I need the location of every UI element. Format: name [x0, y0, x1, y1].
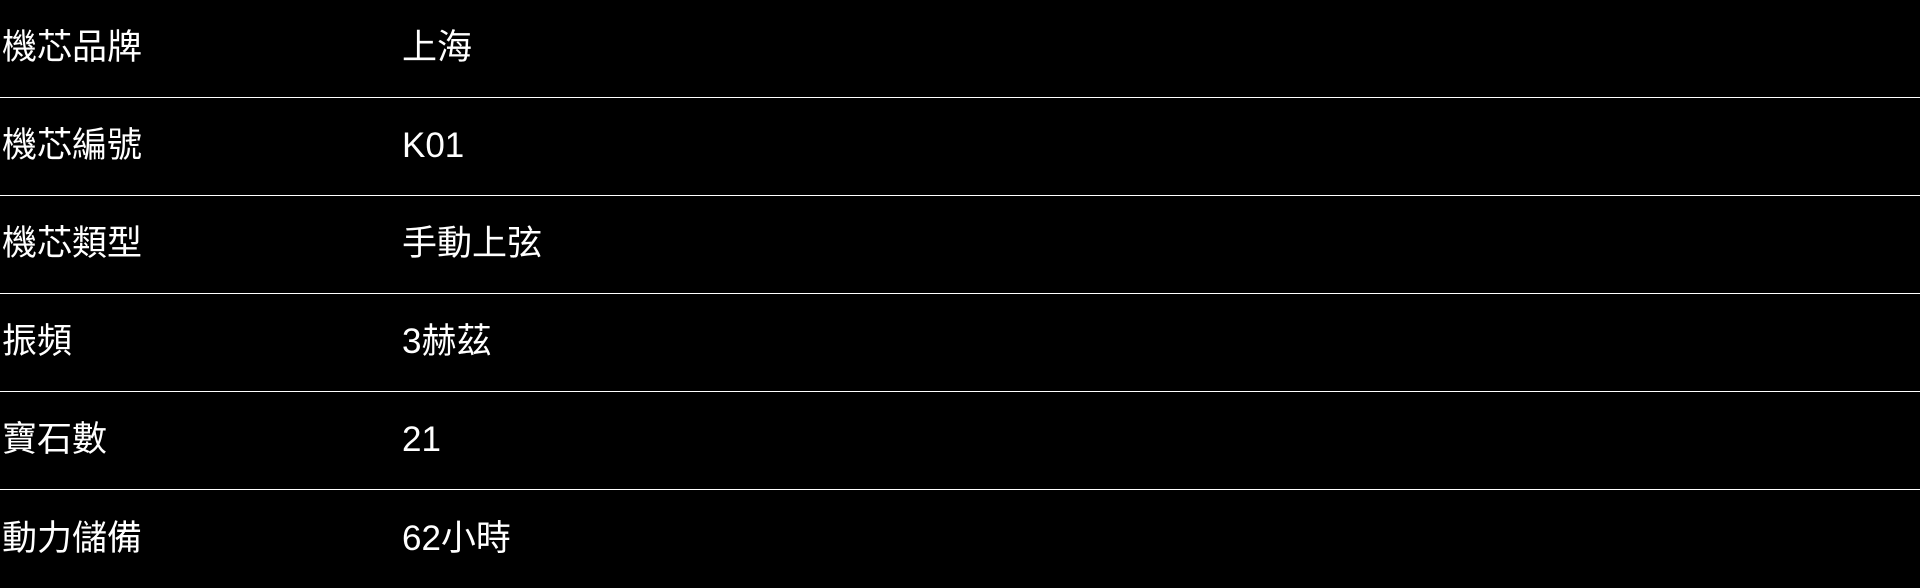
spec-label: 動力儲備 [2, 518, 143, 558]
spec-value: 62小時 [402, 518, 511, 558]
spec-row: 機芯類型 手動上弦 [0, 196, 1920, 294]
spec-value: K01 [402, 126, 465, 166]
spec-value: 手動上弦 [402, 224, 543, 264]
spec-row: 寶石數 21 [0, 392, 1920, 490]
spec-label: 機芯編號 [2, 126, 143, 166]
spec-value: 上海 [402, 28, 473, 68]
spec-value: 3赫茲 [402, 322, 492, 362]
spec-label: 機芯品牌 [2, 28, 143, 68]
spec-row: 機芯編號 K01 [0, 98, 1920, 196]
spec-row: 振頻 3赫茲 [0, 294, 1920, 392]
spec-label: 振頻 [2, 322, 73, 362]
spec-row: 機芯品牌 上海 [0, 0, 1920, 98]
spec-label: 機芯類型 [2, 224, 143, 264]
spec-label: 寶石數 [2, 420, 108, 460]
spec-row: 動力儲備 62小時 [0, 490, 1920, 588]
spec-value: 21 [402, 420, 441, 460]
